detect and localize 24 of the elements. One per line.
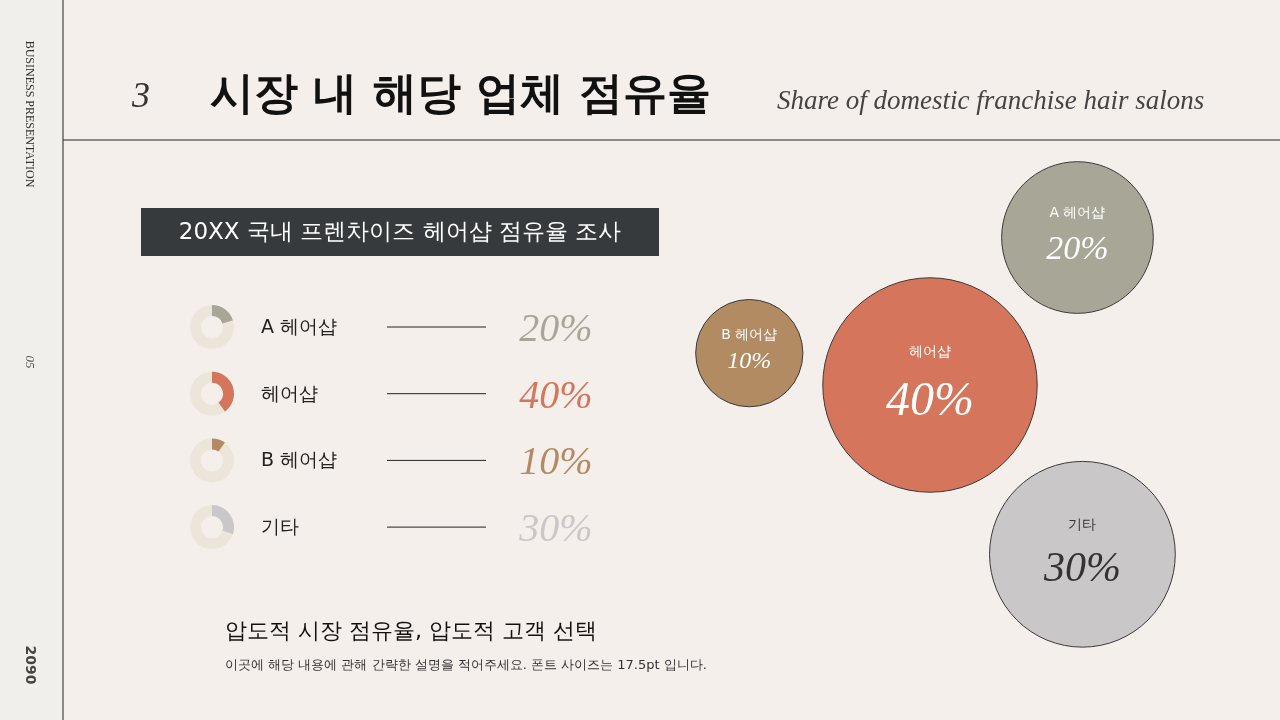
category-label: 헤어샵: [909, 342, 951, 359]
category-label: B 헤어샵: [721, 325, 778, 342]
text: 20%: [519, 305, 593, 350]
text: Share of domestic franchise hair salons: [777, 85, 1205, 115]
text: 40%: [519, 371, 593, 417]
category-label: B 헤어샵: [261, 448, 338, 471]
text: 2090: [23, 645, 39, 685]
text: 10%: [519, 438, 593, 484]
category-label: 기타: [1068, 516, 1097, 533]
text: 이곳에 해당 내용에 관해 간략한 설명을 적어주세요. 폰트 사이즈는 17.5pt 입니다.: [225, 657, 707, 672]
category-label: A 헤어샵: [1049, 203, 1106, 220]
text: 시장 내 해당 업체 점유율: [210, 67, 712, 118]
category-label: 기타: [261, 515, 299, 538]
category-label: A 헤어샵: [261, 315, 338, 337]
data-label: 20%: [1046, 228, 1109, 266]
text: 3: [131, 75, 150, 115]
text: 20XX 국내 프렌차이즈 헤어샵 점유율 조사: [178, 218, 622, 244]
text: BUSINESS PRESENTATION: [23, 40, 37, 188]
data-label: 30%: [1042, 543, 1121, 590]
text: 압도적 시장 점유율, 압도적 고객 선택: [225, 618, 597, 643]
data-label: 40%: [886, 371, 974, 425]
category-label: 헤어샵: [261, 381, 318, 404]
text: 05: [23, 355, 38, 369]
data-label: 10%: [727, 347, 772, 373]
